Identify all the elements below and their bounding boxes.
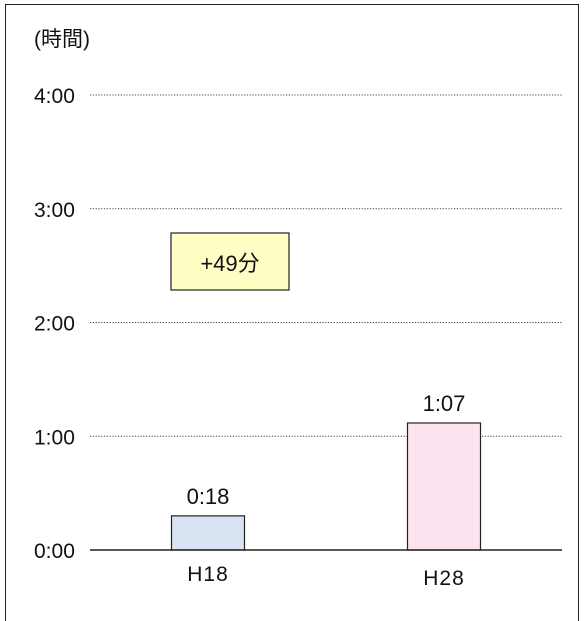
data-label-h28: 1:07: [423, 391, 466, 416]
category-label-h18: H18: [187, 563, 229, 586]
annotation-background: [170, 232, 290, 291]
y-tick-label: 4:00: [34, 85, 75, 108]
y-tick-label: 1:00: [34, 426, 75, 449]
y-axis-ticks: 0:00 1:00 2:00 3:00 4:00: [34, 85, 75, 563]
y-tick-label: 2:00: [34, 313, 75, 336]
annotation-text: +49分: [200, 251, 259, 276]
chart-frame: [5, 4, 579, 621]
y-tick-label: 0:00: [34, 540, 75, 563]
grid-lines: [90, 94, 562, 437]
bar-h28: [406, 422, 482, 551]
y-axis-unit-label: (時間): [34, 28, 90, 51]
data-label-h18: 0:18: [187, 484, 230, 509]
bars: [170, 422, 482, 551]
data-labels: 0:18 1:07: [187, 391, 466, 509]
category-label-h28: H28: [423, 567, 465, 590]
annotation-box: +49分: [170, 232, 290, 291]
x-axis-categories: H18 H28: [187, 563, 465, 590]
y-tick-label: 3:00: [34, 199, 75, 222]
bar-h18: [170, 515, 246, 551]
